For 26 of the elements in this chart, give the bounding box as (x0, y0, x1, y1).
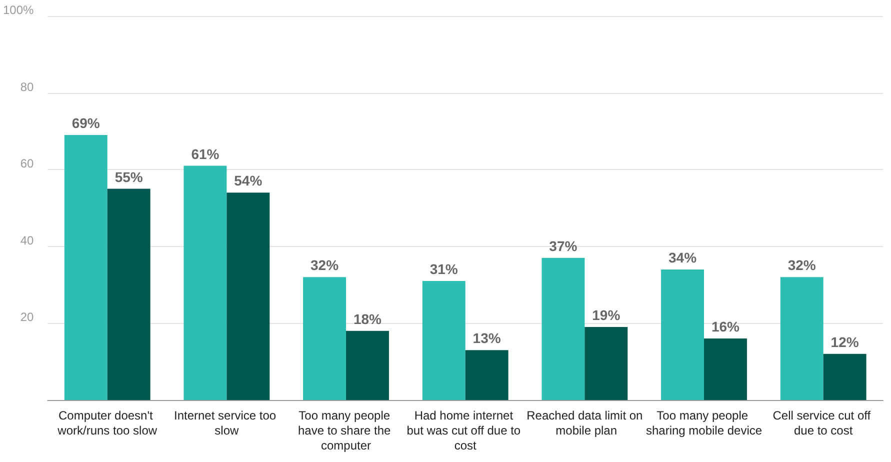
x-tick-label: Too many people sharing mobile device (646, 408, 762, 438)
y-tick-label: 60 (20, 156, 34, 171)
x-tick-label: Had home internet but was cut off due to cost (406, 408, 524, 452)
y-tick-label: 80 (20, 80, 34, 94)
data-label: 12% (830, 334, 860, 350)
x-tick-label: Cell service cut off due to cost (772, 408, 874, 438)
data-label: 37% (549, 238, 578, 254)
y-tick-label: 40 (20, 233, 34, 248)
data-label: 55% (114, 168, 144, 185)
data-label: 16% (711, 318, 740, 335)
data-label: 54% (234, 172, 263, 189)
data-label: 32% (788, 257, 816, 274)
y-tick-label: 100% (2, 3, 34, 17)
data-label: 18% (353, 310, 382, 327)
data-label: 61% (191, 146, 220, 162)
data-label: 69% (72, 115, 100, 132)
data-label: 32% (310, 257, 340, 274)
data-label: 19% (592, 307, 621, 324)
x-tick-label: Too many people have to share the computer (298, 408, 394, 452)
data-label: 13% (472, 330, 502, 346)
x-tick-label: Computer doesn't work/runs too slow (56, 408, 158, 438)
x-tick-label: Internet service too slow (174, 408, 280, 438)
x-tick-label: Reached data limit on mobile plan (526, 408, 643, 438)
data-label: 34% (668, 249, 698, 266)
y-tick-label: 20 (20, 310, 34, 324)
data-label: 31% (430, 260, 458, 277)
